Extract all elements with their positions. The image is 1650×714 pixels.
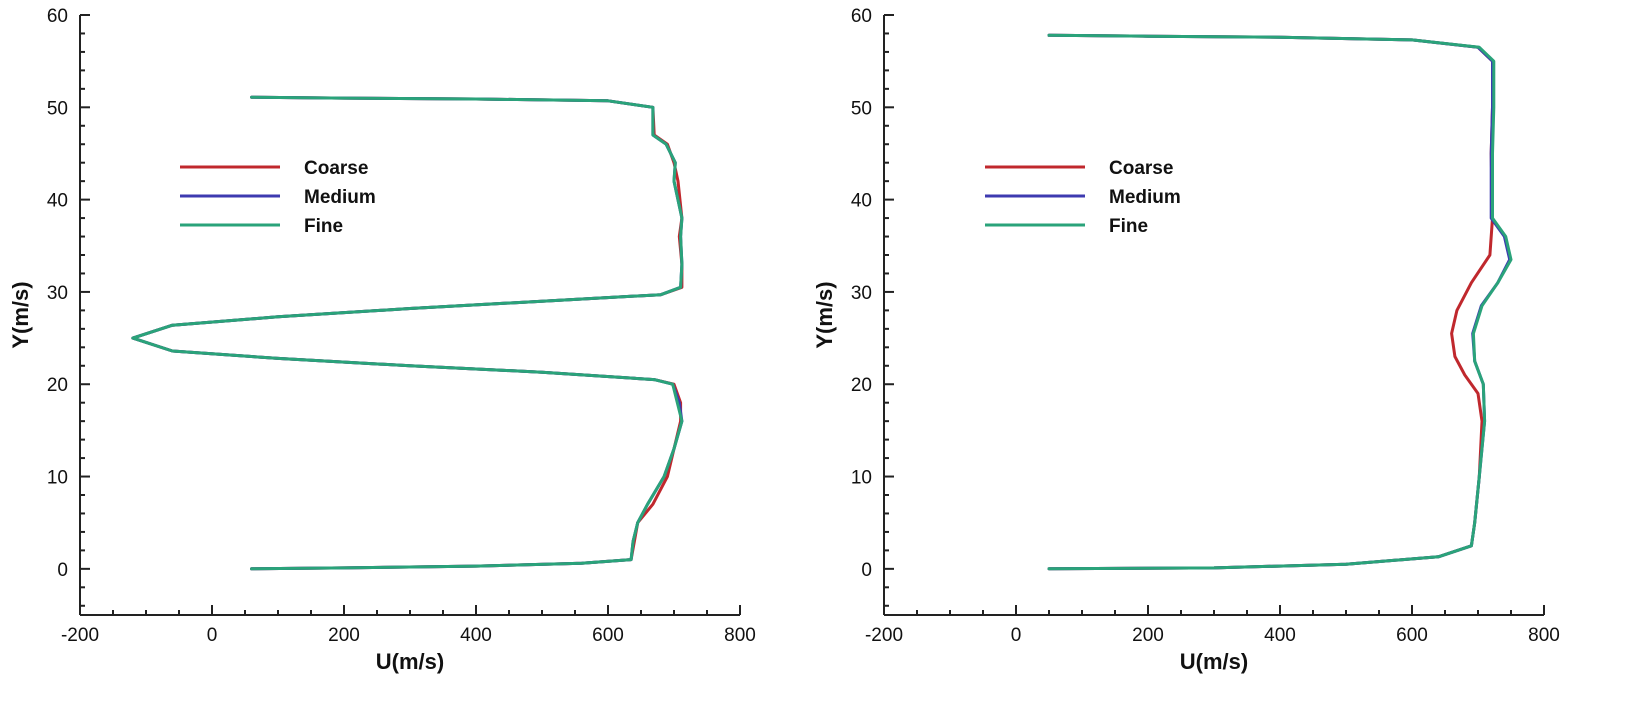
- y-tick-label: 50: [47, 98, 68, 119]
- y-tick-label: 40: [851, 191, 872, 212]
- series-line-fine: [1047, 33, 1513, 571]
- y-tick-label: 60: [851, 6, 872, 27]
- legend-label-coarse: Coarse: [1109, 158, 1173, 179]
- y-tick-label: 50: [851, 98, 872, 119]
- x-tick-label: -200: [61, 625, 99, 646]
- x-tick-label: 0: [207, 625, 218, 646]
- x-tick-label: 600: [592, 625, 624, 646]
- x-tick-label: 800: [1528, 625, 1560, 646]
- legend-label-fine: Fine: [1109, 216, 1148, 237]
- x-tick-label: 800: [724, 625, 756, 646]
- y-tick-label: 60: [47, 6, 68, 27]
- y-axis-title: Y(m/s): [812, 281, 837, 348]
- chart-panel-right: -200 0 200 400 600 800 0 10 20 30 40 50 60 U(m/s) Y(m/…: [812, 6, 1560, 674]
- y-tick-label: 30: [851, 283, 872, 304]
- x-axis-title: U(m/s): [376, 649, 444, 674]
- x-tick-label: -200: [865, 625, 903, 646]
- legend-label-medium: Medium: [1109, 187, 1181, 208]
- series-line-fine: [131, 95, 684, 571]
- series-line-medium: [1047, 33, 1512, 571]
- y-tick-label: 40: [47, 191, 68, 212]
- y-axis-title: Y(m/s): [8, 281, 33, 348]
- chart-panel-left: -200 0 200 400 600 800 0 10 20 30 40 50 60 U(m/s) Y(m/…: [8, 6, 756, 674]
- y-tick-label: 20: [47, 375, 68, 396]
- x-tick-label: 600: [1396, 625, 1428, 646]
- y-tick-label: 30: [47, 283, 68, 304]
- y-tick-label: 20: [851, 375, 872, 396]
- x-axis-title: U(m/s): [1180, 649, 1248, 674]
- y-tick-label: 10: [851, 468, 872, 489]
- x-tick-label: 0: [1011, 625, 1022, 646]
- series-line-coarse: [1047, 33, 1494, 571]
- legend-label-coarse: Coarse: [304, 158, 368, 179]
- y-tick-label: 10: [47, 468, 68, 489]
- x-tick-label: 400: [460, 625, 492, 646]
- x-tick-label: 200: [328, 625, 360, 646]
- x-tick-label: 400: [1264, 625, 1296, 646]
- y-tick-label: 0: [861, 560, 872, 581]
- x-tick-label: 200: [1132, 625, 1164, 646]
- legend-label-medium: Medium: [304, 187, 376, 208]
- legend-label-fine: Fine: [304, 216, 343, 237]
- y-tick-label: 0: [57, 560, 68, 581]
